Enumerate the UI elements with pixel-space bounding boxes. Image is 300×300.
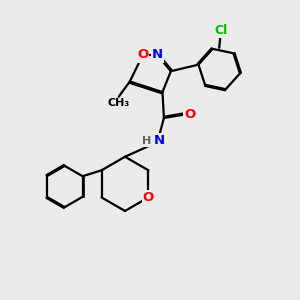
Text: N: N <box>153 134 164 147</box>
Text: O: O <box>184 108 195 121</box>
Text: O: O <box>137 49 148 62</box>
Text: CH₃: CH₃ <box>107 98 130 108</box>
Text: Cl: Cl <box>214 24 227 37</box>
Text: O: O <box>143 191 154 204</box>
Text: N: N <box>152 49 163 62</box>
Text: H: H <box>142 136 151 146</box>
